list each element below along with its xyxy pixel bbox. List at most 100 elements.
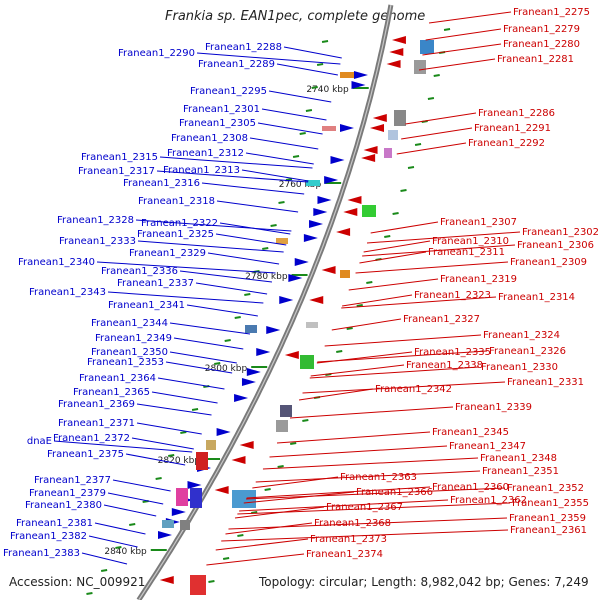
gene-label: Franean1_2313: [163, 165, 240, 176]
plus-strand-gene: [340, 124, 355, 132]
gene-connector: [195, 282, 268, 295]
gene-connector: [396, 142, 467, 155]
gene-feature: [414, 60, 426, 74]
gene-feature: [394, 110, 406, 126]
outer-tick: [214, 362, 221, 365]
gene-connector: [331, 318, 402, 331]
minus-strand-gene: [231, 456, 246, 464]
outer-tick: [321, 40, 329, 43]
scale-label: 2760 kbp: [279, 180, 322, 190]
gene-label: Franean1_2337: [117, 278, 194, 289]
gene-connector: [107, 492, 164, 505]
gene-connector: [245, 152, 314, 165]
outer-tick: [191, 408, 199, 411]
gene-label: Franean1_2351: [482, 466, 559, 477]
gene-label: Franean1_2280: [503, 39, 580, 50]
minus-strand-gene: [214, 486, 229, 494]
gene-connector: [276, 63, 338, 76]
gene-connector: [206, 553, 305, 566]
gene-feature: [420, 40, 434, 54]
gene-label: Franean1_2359: [509, 513, 586, 524]
gene-connector: [135, 219, 292, 232]
gene-connector: [355, 261, 509, 274]
gene-connector: [276, 431, 431, 444]
gene-connector: [216, 200, 299, 213]
gene-label: Franean1_2363: [340, 472, 417, 483]
gene-label: Franean1_2341: [108, 300, 185, 311]
plus-strand-gene: [216, 428, 231, 436]
gene-label: Franean1_2379: [29, 488, 106, 499]
gene-label: Franean1_2374: [306, 549, 383, 560]
minus-strand-gene: [389, 48, 404, 56]
gene-feature: [206, 440, 216, 450]
gene-connector: [241, 169, 309, 182]
minus-strand-gene: [336, 228, 351, 236]
gene-label: Franean1_2329: [129, 248, 206, 259]
plus-strand-gene: [324, 176, 339, 184]
outer-tick: [366, 281, 373, 284]
gene-connector: [362, 244, 516, 257]
gene-connector: [103, 504, 157, 517]
outer-tick: [222, 557, 230, 560]
outer-tick: [237, 534, 244, 537]
gene-connector: [257, 122, 323, 135]
plus-strand-gene: [256, 348, 271, 356]
outer-tick: [299, 132, 306, 135]
outer-tick: [244, 293, 251, 296]
gene-label: Franean1_2373: [310, 534, 387, 545]
gene-label: Franean1_2292: [468, 138, 545, 149]
minus-strand-gene: [284, 351, 299, 359]
gene-connector: [173, 337, 244, 350]
gene-label: Franean1_2317: [78, 166, 155, 177]
gene-connector: [262, 457, 479, 470]
gene-connector: [422, 43, 502, 56]
gene-connector: [151, 391, 218, 404]
gene-feature: [190, 575, 206, 595]
gene-label: Franean1_2344: [91, 318, 168, 329]
gene-connector: [359, 251, 427, 264]
gene-feature: [300, 355, 314, 369]
gene-feature: [388, 130, 398, 140]
scale-label: 2740 kbp: [306, 85, 349, 95]
gene-feature: [362, 205, 376, 217]
plus-strand-gene: [317, 196, 332, 204]
gene-label: Franean1_2318: [138, 196, 215, 207]
outer-tick: [311, 86, 318, 89]
gene-label: Franean1_2315: [81, 152, 158, 163]
gene-label: dnaE: [27, 436, 52, 447]
gene-connector: [131, 437, 194, 450]
gene-label: Franean1_2343: [29, 287, 106, 298]
minus-strand-gene: [343, 208, 358, 216]
gene-connector: [225, 522, 313, 535]
gene-label: Franean1_2377: [34, 475, 111, 486]
gene-connector: [366, 231, 521, 244]
outer-tick: [208, 580, 215, 583]
gene-connector: [81, 552, 128, 565]
gene-feature: [340, 270, 350, 278]
outer-tick: [302, 419, 309, 422]
gene-feature: [322, 126, 336, 131]
gene-label: Franean1_2306: [517, 240, 594, 251]
scale-label: 2820 kbp: [158, 456, 201, 466]
gene-label: Franean1_2291: [474, 123, 551, 134]
minus-strand-gene: [239, 441, 254, 449]
gene-label: Franean1_2350: [91, 347, 168, 358]
topology-label: Topology: circular; Length: 8,982,042 bp…: [259, 575, 589, 589]
gene-label: Franean1_2319: [440, 274, 517, 285]
gene-connector: [107, 291, 264, 304]
gene-connector: [196, 52, 341, 65]
gene-connector: [88, 535, 138, 548]
gene-label: Franean1_2323: [414, 290, 491, 301]
plus-strand-gene: [294, 258, 309, 266]
gene-connector: [246, 487, 506, 500]
gene-label: Franean1_2348: [480, 453, 557, 464]
gene-label: Franean1_2372: [53, 433, 130, 444]
gene-connector: [186, 304, 258, 317]
gene-label: Franean1_2289: [198, 59, 275, 70]
gene-feature: [340, 72, 354, 78]
gene-connector: [302, 381, 506, 394]
gene-connector: [309, 366, 480, 379]
gene-feature: [276, 238, 288, 244]
gene-label: Franean1_2367: [326, 502, 403, 513]
